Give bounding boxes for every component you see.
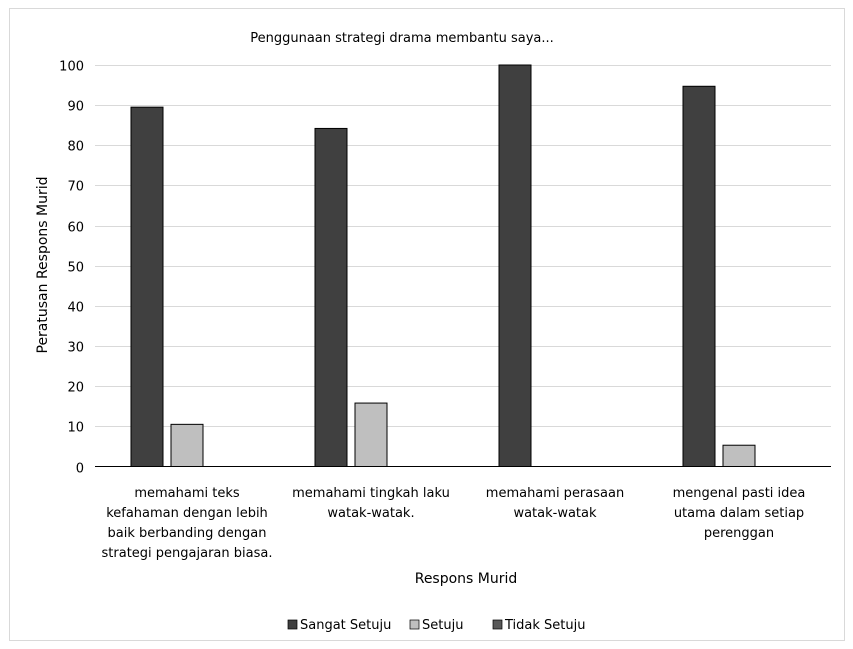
- bar-setuju: [722, 444, 756, 467]
- chart-svg: Penggunaan strategi drama membantu saya.…: [35, 31, 831, 633]
- x-category-label-line: watak-watak: [513, 506, 597, 521]
- y-tick-label: 70: [67, 180, 84, 195]
- x-category-label-line: utama dalam setiap: [674, 506, 804, 521]
- legend-swatch: [492, 619, 503, 630]
- x-category-label-line: memahami perasaan: [486, 486, 624, 501]
- legend-swatch: [287, 619, 298, 630]
- bar-setuju: [170, 423, 204, 467]
- y-tick-label: 60: [67, 221, 84, 236]
- x-category-label-line: watak-watak.: [327, 506, 414, 521]
- y-tick-label: 30: [67, 341, 84, 356]
- x-axis-labels: memahami teks kefahaman dengan lebih baik …: [102, 486, 806, 561]
- y-tick-label: 20: [67, 381, 84, 396]
- y-tick-label: 90: [67, 100, 84, 115]
- x-category-label: mengenal pasti idea utama dalam setiap per…: [673, 486, 806, 541]
- bar-setuju: [354, 402, 388, 467]
- bars: [130, 64, 756, 467]
- x-category-label: memahami perasaan watak-watak: [486, 486, 624, 521]
- x-category-label-line: strategi pengajaran biasa.: [102, 546, 273, 561]
- x-axis-title: Respons Murid: [415, 571, 518, 587]
- legend-swatch: [409, 619, 420, 630]
- bar-sangat-setuju: [498, 64, 532, 467]
- y-tick-label: 80: [67, 140, 84, 155]
- bar-sangat-setuju: [682, 85, 716, 467]
- y-tick-label: 0: [76, 462, 84, 477]
- chart-frame: Penggunaan strategi drama membantu saya.…: [9, 8, 845, 641]
- x-category-label-line: kefahaman dengan lebih: [106, 506, 268, 521]
- gridlines: [95, 65, 831, 427]
- y-axis-title: Peratusan Respons Murid: [35, 176, 51, 353]
- x-category-label-line: memahami teks: [134, 486, 240, 501]
- y-axis-ticks: 0 10 20 30 40 50 60 70 80 90 100: [59, 60, 84, 477]
- x-category-label: memahami teks kefahaman dengan lebih baik …: [102, 486, 273, 561]
- x-category-label-line: perenggan: [704, 526, 774, 541]
- y-tick-label: 50: [67, 261, 84, 276]
- legend-label: Setuju: [422, 618, 463, 633]
- x-category-label-line: mengenal pasti idea: [673, 486, 806, 501]
- x-category-label-line: memahami tingkah laku: [292, 486, 450, 501]
- legend-label: Tidak Setuju: [504, 618, 585, 633]
- chart-title: Penggunaan strategi drama membantu saya.…: [250, 31, 554, 46]
- legend-label: Sangat Setuju: [300, 618, 391, 633]
- bar-sangat-setuju: [314, 127, 348, 467]
- y-tick-label: 10: [67, 421, 84, 436]
- x-category-label-line: baik berbanding dengan: [108, 526, 267, 541]
- bar-sangat-setuju: [130, 106, 164, 467]
- y-tick-label: 100: [59, 60, 84, 75]
- y-tick-label: 40: [67, 301, 84, 316]
- legend: Sangat Setuju Setuju Tidak Setuju: [287, 618, 585, 633]
- x-category-label: memahami tingkah laku watak-watak.: [292, 486, 450, 521]
